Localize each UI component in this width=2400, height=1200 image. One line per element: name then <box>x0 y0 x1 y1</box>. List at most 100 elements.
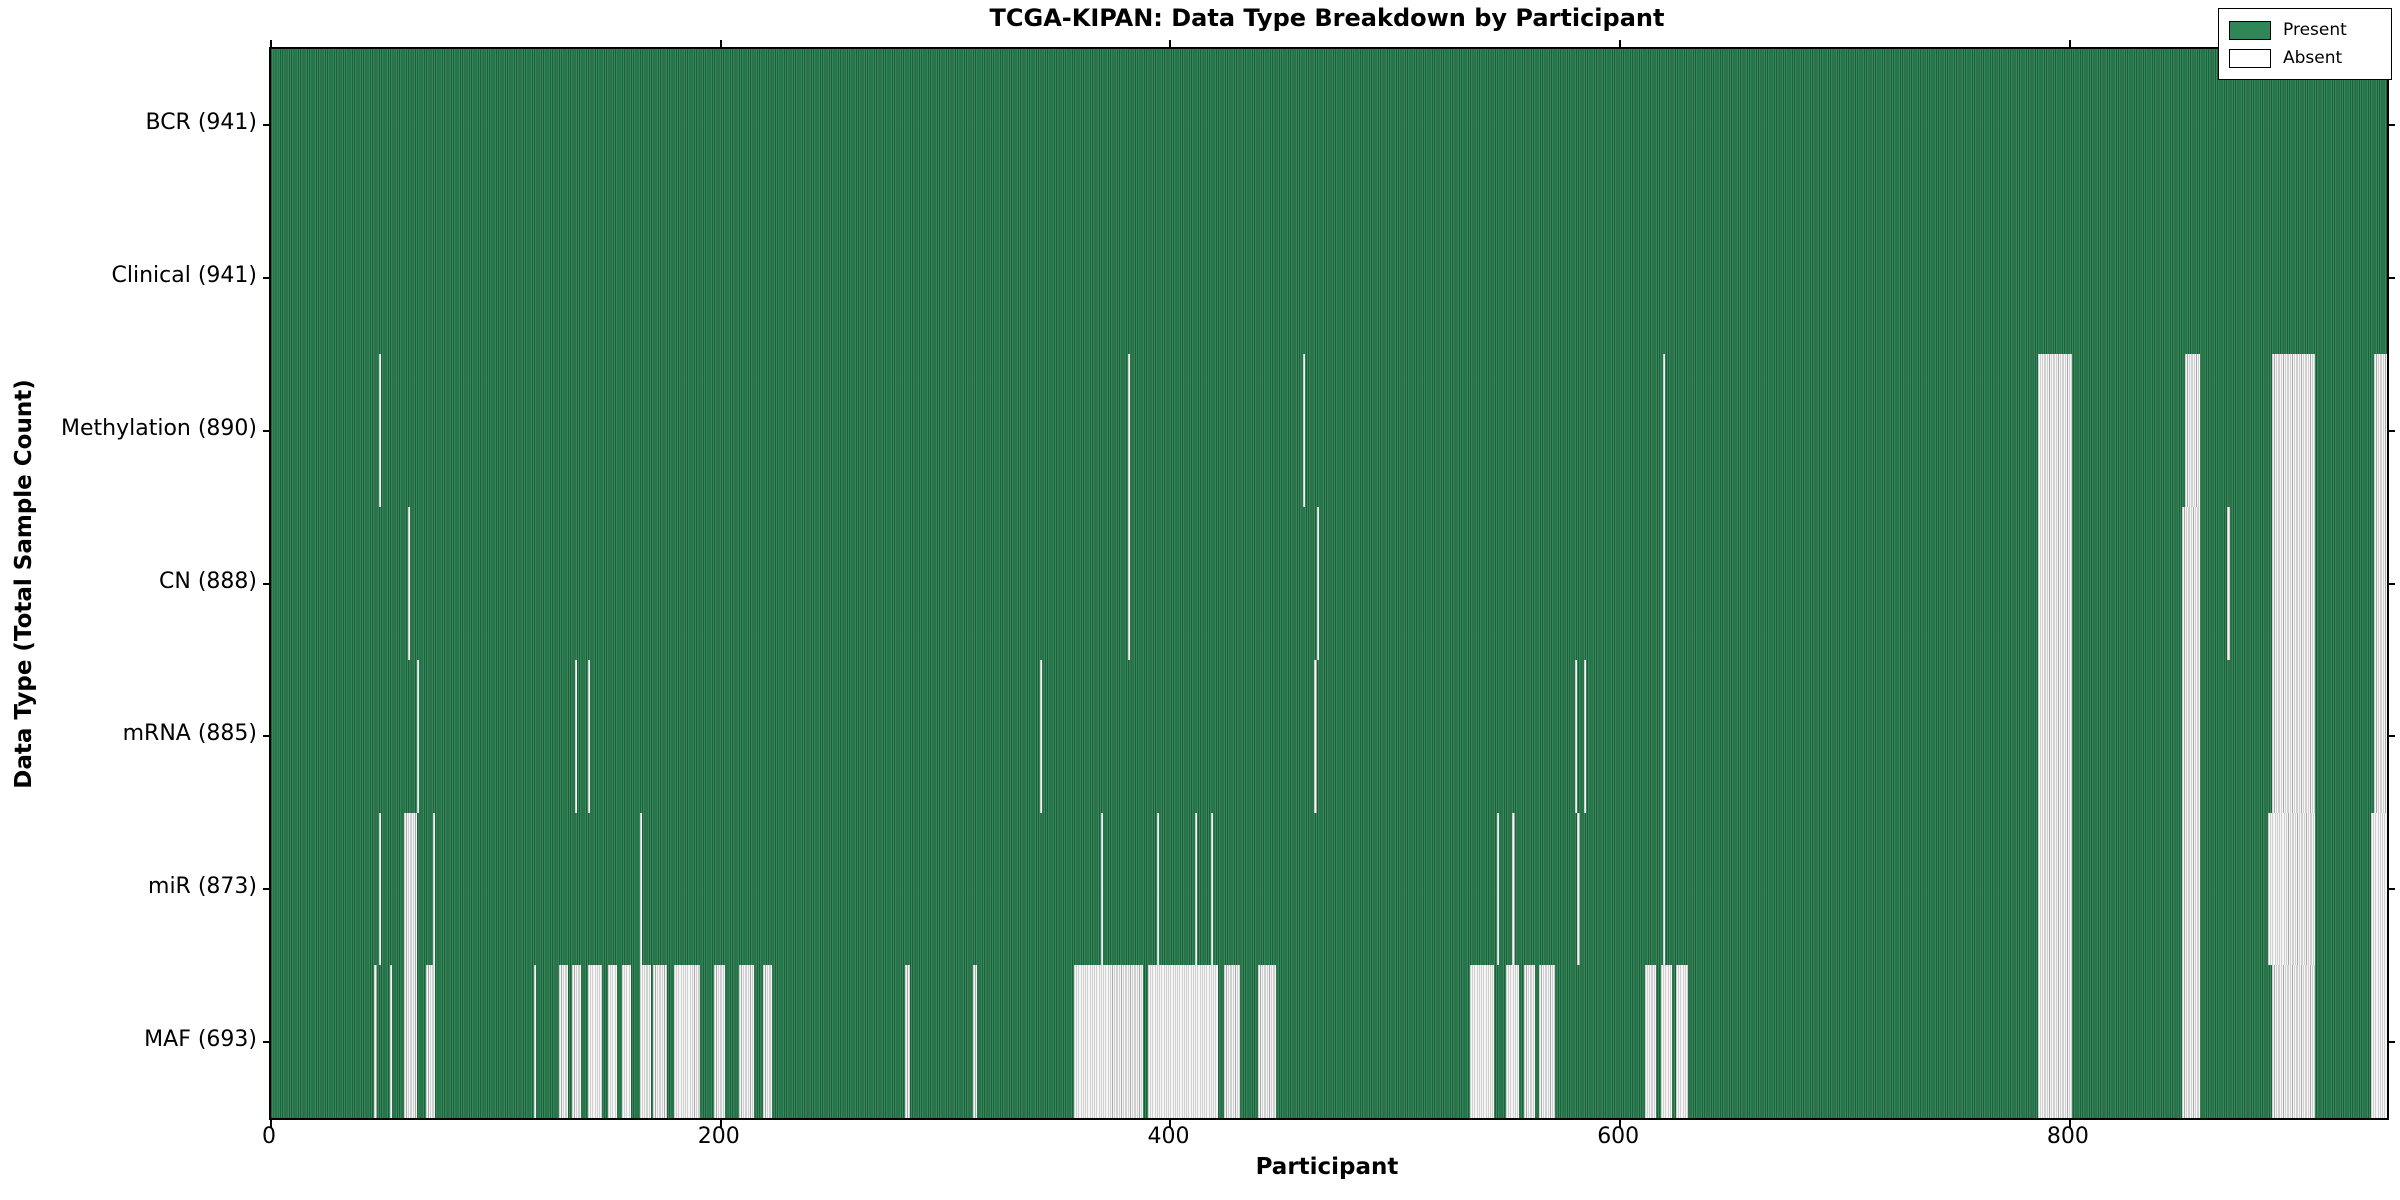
absent-segment <box>2272 507 2316 660</box>
x-tick-mark <box>270 40 272 49</box>
x-tick-label-600: 600 <box>1597 1124 1640 1149</box>
absent-segment <box>1660 965 1672 1118</box>
absent-segment <box>558 965 568 1118</box>
absent-segment <box>1577 812 1580 966</box>
absent-segment <box>574 659 577 813</box>
absent-segment <box>417 659 420 813</box>
absent-segment <box>1210 812 1214 966</box>
absent-segment <box>2272 965 2316 1118</box>
y-tick-mark <box>263 124 271 127</box>
absent-segment <box>1040 659 1043 813</box>
absent-segment <box>639 965 652 1118</box>
absent-segment <box>588 659 591 813</box>
y-tick-mark <box>2387 277 2395 280</box>
x-tick-mark <box>719 40 722 49</box>
row-mRNA <box>271 659 2387 813</box>
y-tick-label-BCR: BCR (941) <box>145 110 257 136</box>
absent-segment <box>2267 812 2316 966</box>
absent-segment <box>1662 659 1666 813</box>
absent-segment <box>1662 354 1666 508</box>
absent-segment <box>639 812 643 966</box>
absent-segment <box>572 965 582 1118</box>
absent-segment <box>1195 812 1198 966</box>
absent-segment <box>2373 659 2387 813</box>
x-tick-mark <box>2068 40 2071 49</box>
absent-segment <box>1469 965 1495 1118</box>
y-tick-label-Methylation: Methylation (890) <box>61 415 257 441</box>
absent-segment <box>1584 659 1587 813</box>
absent-segment <box>2038 507 2073 660</box>
absent-segment <box>1258 965 1277 1118</box>
legend-absent-swatch-icon <box>2229 48 2271 68</box>
y-tick-mark <box>263 735 271 738</box>
x-tick-mark <box>1169 40 1172 49</box>
absent-segment <box>1127 507 1130 660</box>
row-Clinical <box>271 201 2387 355</box>
absent-segment <box>1073 965 1144 1118</box>
absent-segment <box>2182 659 2201 813</box>
row-CN <box>271 507 2387 660</box>
absent-segment <box>1224 965 1241 1118</box>
legend-present-label: Present <box>2283 20 2347 40</box>
absent-segment <box>1575 659 1578 813</box>
y-tick-mark <box>263 1040 271 1043</box>
absent-segment <box>374 965 377 1118</box>
absent-segment <box>2272 659 2316 813</box>
absent-segment <box>1316 507 1319 660</box>
absent-segment <box>2038 659 2073 813</box>
absent-segment <box>1314 659 1317 813</box>
absent-segment <box>2182 507 2201 660</box>
absent-segment <box>2038 812 2073 966</box>
absent-segment <box>588 965 602 1118</box>
absent-segment <box>408 507 411 660</box>
y-tick-mark <box>2387 124 2395 127</box>
y-tick-mark <box>263 887 271 890</box>
x-tick-label-200: 200 <box>697 1124 740 1149</box>
y-tick-label-mRNA: mRNA (885) <box>122 721 257 747</box>
legend-present-swatch-icon <box>2229 20 2271 40</box>
absent-segment <box>2184 354 2201 508</box>
x-axis-label: Participant <box>1255 1154 1399 1180</box>
y-tick-label-Clinical: Clinical (941) <box>111 263 257 289</box>
absent-segment <box>2182 812 2201 966</box>
legend: Present Absent <box>2218 8 2392 80</box>
absent-segment <box>1662 507 1666 660</box>
absent-segment <box>1303 354 1306 508</box>
x-tick-mark <box>2068 1118 2071 1127</box>
absent-segment <box>621 965 631 1118</box>
x-tick-mark <box>719 1118 722 1127</box>
row-miR <box>271 812 2387 966</box>
absent-segment <box>1644 965 1657 1118</box>
absent-segment <box>426 965 436 1118</box>
row-MAF <box>271 965 2387 1118</box>
absent-segment <box>1100 812 1103 966</box>
x-tick-label-800: 800 <box>2046 1124 2089 1149</box>
x-tick-label-400: 400 <box>1147 1124 1190 1149</box>
row-Methylation <box>271 354 2387 508</box>
absent-segment <box>1156 812 1160 966</box>
absent-segment <box>1662 812 1666 966</box>
x-tick-mark <box>1619 40 1622 49</box>
y-tick-mark <box>2387 429 2395 432</box>
x-tick-mark <box>1619 1118 1622 1127</box>
absent-segment <box>378 354 382 508</box>
absent-segment <box>1539 965 1555 1118</box>
y-tick-mark <box>2387 1040 2395 1043</box>
absent-segment <box>2038 354 2073 508</box>
absent-segment <box>1676 965 1688 1118</box>
y-tick-mark <box>263 582 271 585</box>
legend-entry-absent: Absent <box>2229 44 2381 72</box>
absent-segment <box>1496 812 1499 966</box>
absent-segment <box>2182 965 2201 1118</box>
absent-segment <box>403 965 418 1118</box>
legend-absent-label: Absent <box>2283 48 2343 68</box>
absent-segment <box>1127 354 1130 508</box>
absent-segment <box>972 965 978 1118</box>
absent-segment <box>1523 965 1535 1118</box>
absent-segment <box>1147 965 1218 1118</box>
y-tick-label-MAF: MAF (693) <box>144 1026 257 1052</box>
plot-area <box>263 40 2395 1127</box>
legend-entry-present: Present <box>2229 16 2381 44</box>
absent-segment <box>2371 812 2387 966</box>
